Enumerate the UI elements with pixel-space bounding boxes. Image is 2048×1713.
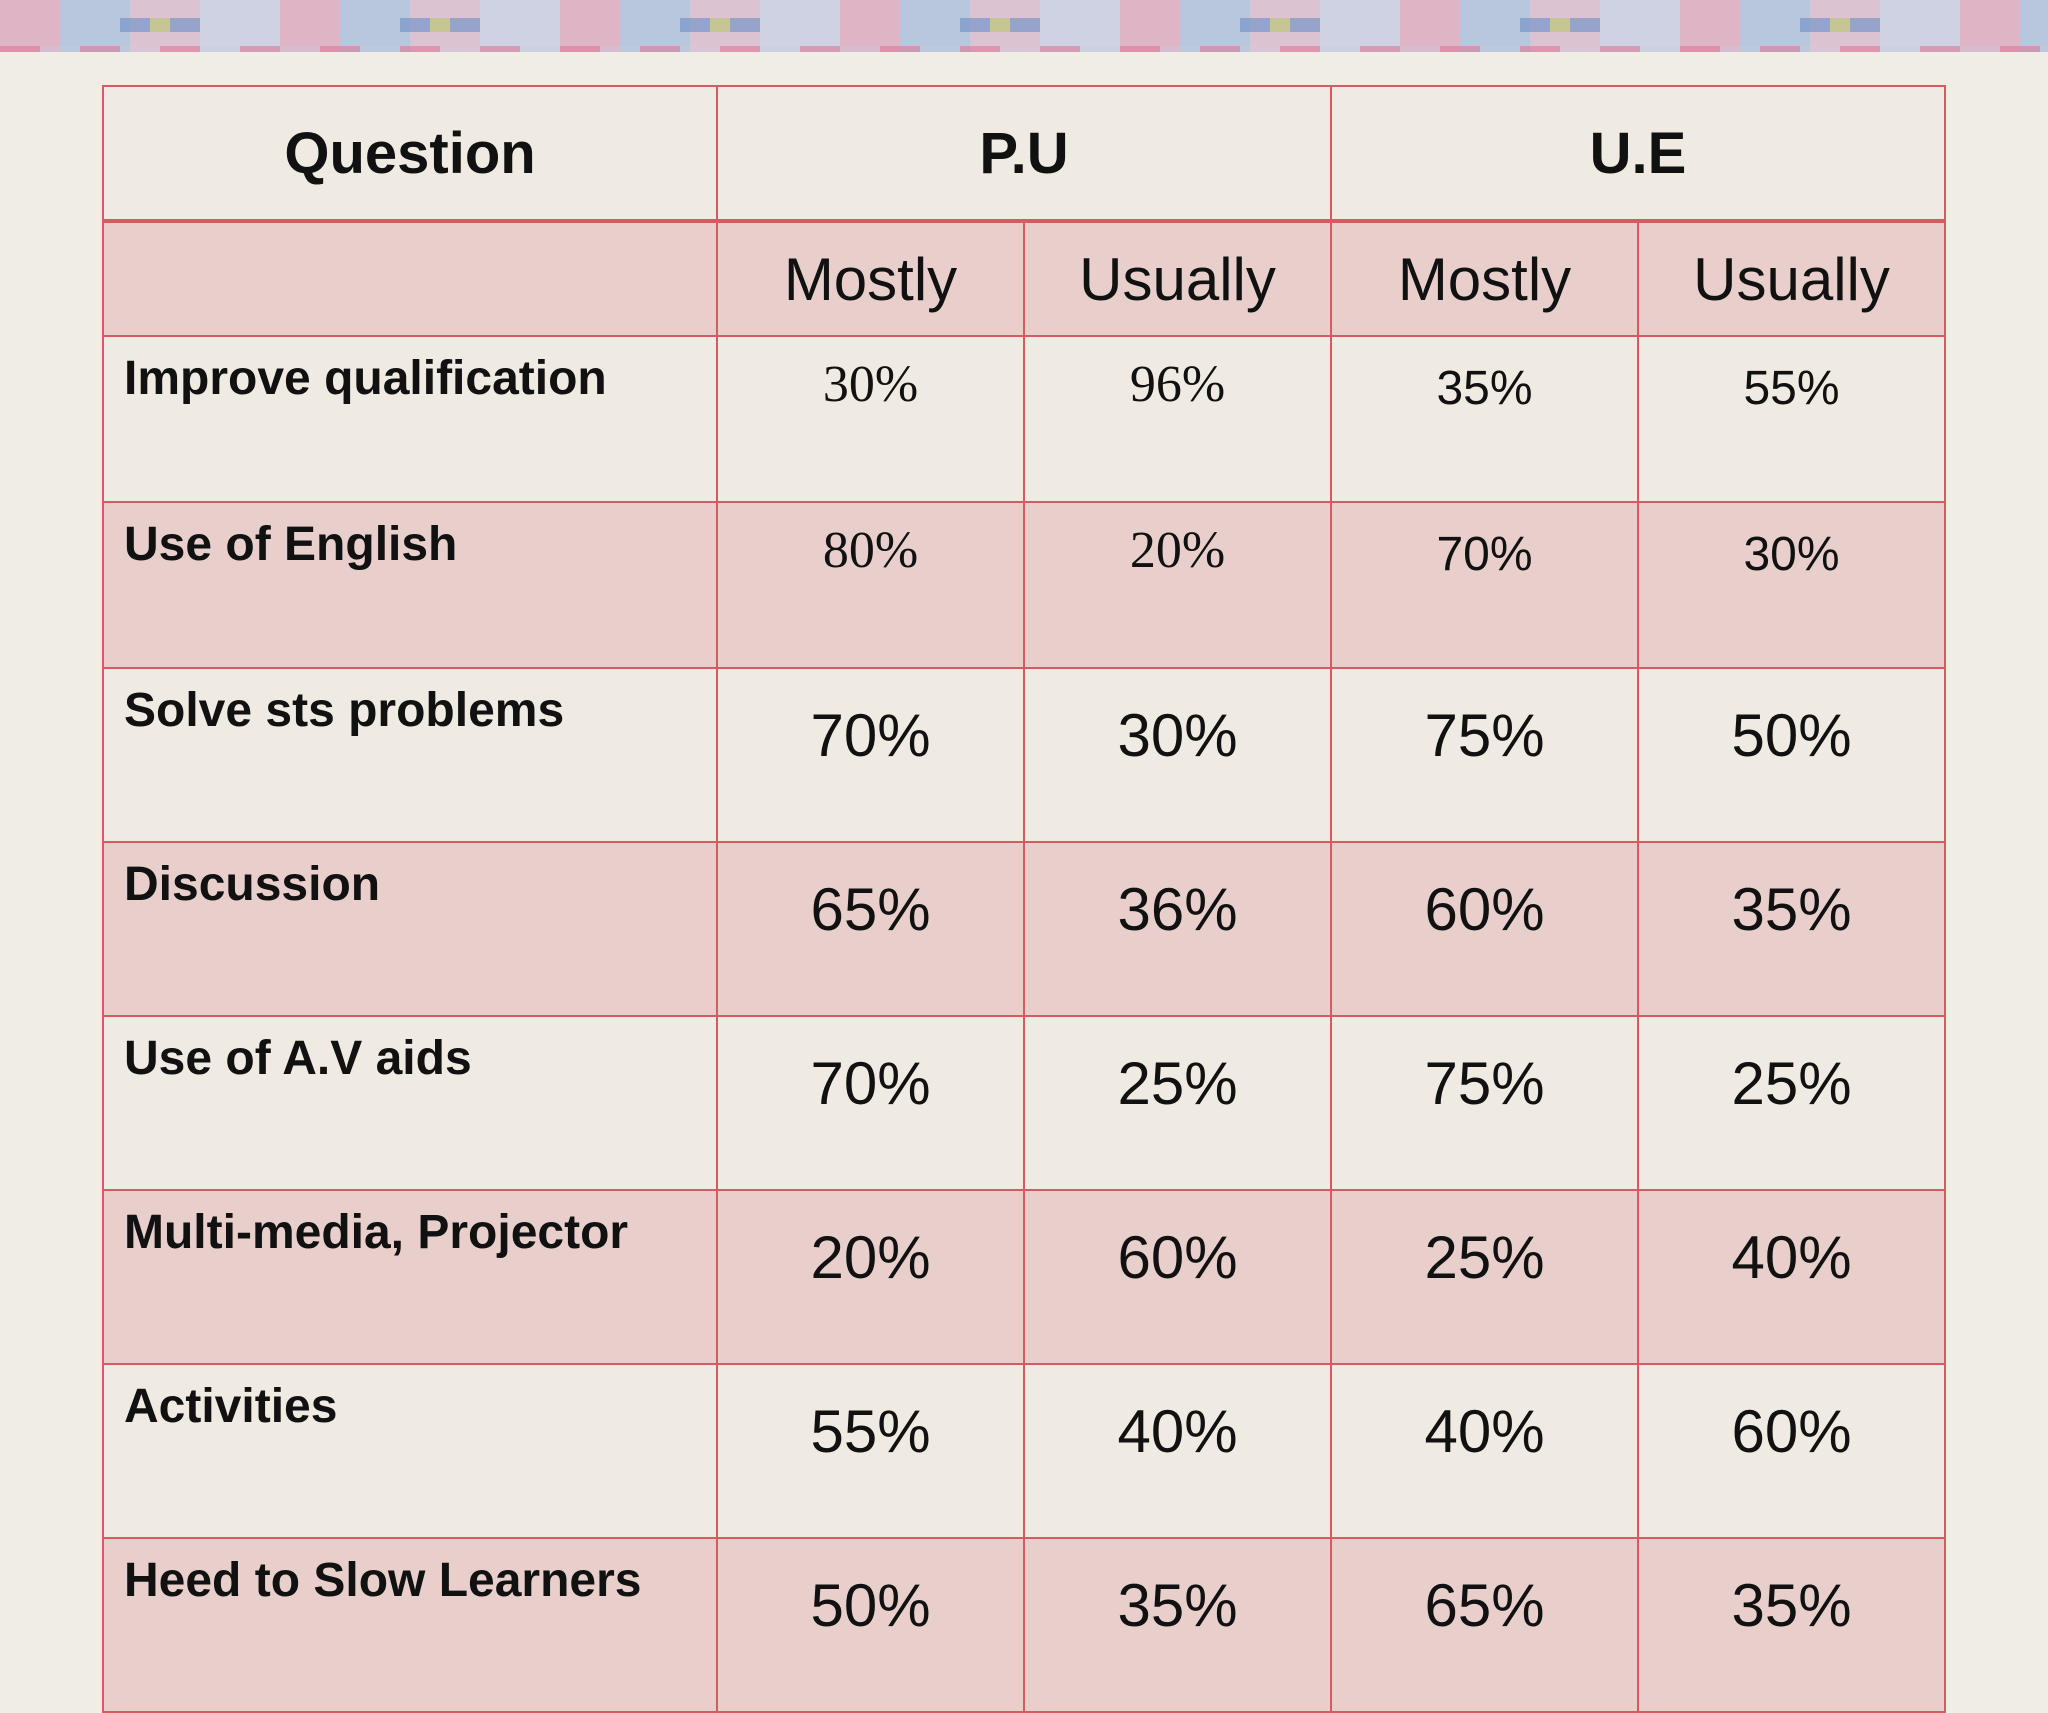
cell-value: 65% (716, 841, 1025, 1017)
cell-value: 25% (1023, 1015, 1332, 1191)
cell-value: 36% (1023, 841, 1332, 1017)
cell-value: 30% (1637, 501, 1946, 669)
cell-value: 60% (1637, 1363, 1946, 1539)
cell-value: 65% (1330, 1537, 1639, 1713)
cell-value: 50% (1637, 667, 1946, 843)
cell-value: 35% (1637, 1537, 1946, 1713)
row-label: Use of A.V aids (102, 1015, 718, 1191)
cell-value: 75% (1330, 667, 1639, 843)
subheader-pu-usually: Usually (1023, 220, 1332, 337)
row-label: Activities (102, 1363, 718, 1539)
cell-value: 96% (1023, 335, 1332, 503)
row-label: Use of English (102, 501, 718, 669)
cell-value: 60% (1330, 841, 1639, 1017)
cell-value: 20% (1023, 501, 1332, 669)
cell-value: 80% (716, 501, 1025, 669)
row-label: Multi-media, Projector (102, 1189, 718, 1365)
table-row: Activities 55% 40% 40% 60% (102, 1363, 1946, 1539)
subheader-empty (102, 220, 718, 337)
cell-value: 25% (1637, 1015, 1946, 1191)
table-header-row: Question P.U U.E (102, 85, 1946, 223)
subheader-pu-mostly: Mostly (716, 220, 1025, 337)
table-row: Use of A.V aids 70% 25% 75% 25% (102, 1015, 1946, 1191)
table-row: Improve qualification 30% 96% 35% 55% (102, 335, 1946, 503)
row-label: Heed to Slow Learners (102, 1537, 718, 1713)
cell-value: 40% (1023, 1363, 1332, 1539)
table-row: Heed to Slow Learners 50% 35% 65% 35% (102, 1537, 1946, 1713)
table-row: Multi-media, Projector 20% 60% 25% 40% (102, 1189, 1946, 1365)
cell-value: 70% (1330, 501, 1639, 669)
cell-value: 55% (716, 1363, 1025, 1539)
cell-value: 30% (1023, 667, 1332, 843)
header-group-pu: P.U (716, 85, 1332, 223)
cell-value: 25% (1330, 1189, 1639, 1365)
survey-table: Question P.U U.E Mostly Usually Mostly U… (102, 85, 1946, 1713)
subheader-ue-mostly: Mostly (1330, 220, 1639, 337)
cell-value: 75% (1330, 1015, 1639, 1191)
decorative-banner (0, 0, 2048, 52)
cell-value: 35% (1637, 841, 1946, 1017)
table-row: Solve sts problems 70% 30% 75% 50% (102, 667, 1946, 843)
cell-value: 40% (1330, 1363, 1639, 1539)
cell-value: 35% (1023, 1537, 1332, 1713)
cell-value: 60% (1023, 1189, 1332, 1365)
row-label: Improve qualification (102, 335, 718, 503)
cell-value: 20% (716, 1189, 1025, 1365)
subheader-ue-usually: Usually (1637, 220, 1946, 337)
header-question: Question (102, 85, 718, 223)
cell-value: 55% (1637, 335, 1946, 503)
cell-value: 35% (1330, 335, 1639, 503)
row-label: Solve sts problems (102, 667, 718, 843)
cell-value: 40% (1637, 1189, 1946, 1365)
cell-value: 50% (716, 1537, 1025, 1713)
row-label: Discussion (102, 841, 718, 1017)
cell-value: 70% (716, 1015, 1025, 1191)
header-group-ue: U.E (1330, 85, 1946, 223)
table-subheader-row: Mostly Usually Mostly Usually (102, 220, 1946, 337)
table-row: Discussion 65% 36% 60% 35% (102, 841, 1946, 1017)
cell-value: 70% (716, 667, 1025, 843)
table-row: Use of English 80% 20% 70% 30% (102, 501, 1946, 669)
cell-value: 30% (716, 335, 1025, 503)
